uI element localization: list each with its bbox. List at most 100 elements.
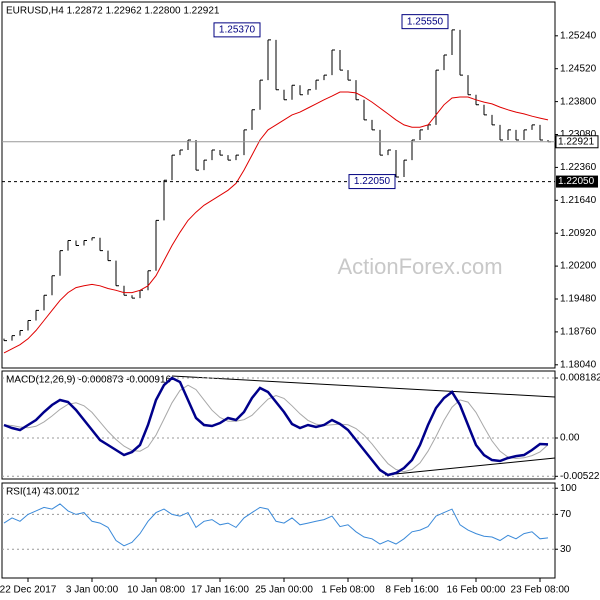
price-bar (83, 240, 87, 246)
price-bar (371, 119, 375, 131)
price-bar (491, 114, 495, 126)
price-panel (1, 1, 556, 369)
x-tick-label: 25 Jan 00:00 (255, 585, 313, 596)
price-bar (403, 159, 407, 177)
y-tick-label: 1.23800 (560, 96, 597, 107)
price-bar (363, 99, 367, 121)
price-bar (195, 140, 199, 171)
rsi-line (3, 503, 549, 547)
price-bar (139, 289, 143, 299)
price-bar (387, 149, 391, 156)
price-bar (539, 124, 543, 141)
price-bar (315, 79, 319, 90)
panel-title: MACD(12,26,9) -0.000873 -0.000916 (6, 375, 172, 386)
y-tick-label: 30 (560, 544, 572, 555)
price-bar (395, 150, 399, 178)
y-tick-label: 1.24520 (560, 63, 597, 74)
price-bar (123, 285, 127, 296)
annotation-box (213, 22, 261, 38)
price-bar (179, 149, 183, 156)
last-price-label: 1.22921 (558, 136, 595, 147)
y-tick-label: 1.19480 (560, 294, 597, 305)
price-bar (75, 240, 79, 246)
panel-title: RSI(14) 43.0012 (6, 487, 80, 498)
trend-line (384, 457, 556, 476)
x-tick-label: 22 Dec 2017 (0, 585, 57, 596)
price-bar (67, 240, 71, 251)
support-box (556, 175, 598, 188)
price-bar (331, 49, 335, 76)
y-tick-label: 0.00 (560, 433, 580, 444)
price-bar (451, 29, 455, 55)
price-bar (131, 295, 135, 299)
annotation-label: 1.25550 (407, 16, 444, 27)
x-tick-label: 23 Feb 08:00 (511, 585, 570, 596)
support-label: 1.22050 (558, 176, 595, 187)
trend-line (171, 375, 556, 398)
macd-line (3, 376, 549, 477)
price-bar (443, 54, 447, 71)
price-bar (411, 139, 415, 161)
x-tick-label: 1 Feb 08:00 (321, 585, 375, 596)
price-bar (515, 129, 519, 141)
price-bar (459, 29, 463, 76)
price-bar (427, 124, 431, 130)
x-tick-label: 16 Feb 00:00 (447, 585, 506, 596)
annotation-box (401, 14, 449, 30)
price-bar (339, 50, 343, 71)
price-bar (291, 84, 295, 100)
price-bar (43, 294, 47, 311)
price-bar (323, 74, 327, 81)
price-bar (19, 330, 23, 336)
annotation-label: 1.25370 (219, 25, 256, 36)
panel-title: EURUSD,H4 1.22872 1.22962 1.22800 1.2292… (6, 6, 220, 17)
y-tick-label: 1.22360 (560, 162, 597, 173)
price-bar (107, 250, 111, 262)
annotation-box (348, 174, 396, 190)
price-bar (355, 80, 359, 101)
watermark: ActionForex.com (337, 254, 502, 279)
y-tick-label: 100 (560, 483, 577, 494)
price-bar (419, 129, 423, 140)
y-tick-label: 1.21640 (560, 195, 597, 206)
price-bar (243, 129, 247, 156)
price-bar (251, 109, 255, 130)
x-tick-label: 3 Jan 00:00 (66, 585, 119, 596)
price-bar (91, 237, 95, 241)
price-bar (267, 39, 271, 81)
price-bar (283, 89, 287, 101)
y-tick-label: 1.25240 (560, 30, 597, 41)
x-tick-label: 8 Feb 16:00 (385, 585, 439, 596)
price-bar (467, 75, 471, 96)
price-bar (483, 104, 487, 116)
price-bar (307, 89, 311, 95)
price-bar (211, 149, 215, 161)
annotation-label: 1.22050 (354, 176, 391, 187)
price-bar (27, 320, 31, 331)
y-tick-label: 1.23080 (560, 129, 597, 140)
price-bar (115, 260, 119, 287)
price-bar (227, 155, 231, 161)
price-bar (435, 69, 439, 125)
price-bar (171, 154, 175, 181)
price-bar (499, 124, 503, 141)
price-bar (299, 85, 303, 96)
moving-average (3, 91, 549, 354)
y-tick-label: 1.18760 (560, 327, 597, 338)
signal-line (3, 384, 549, 473)
price-bar (507, 129, 511, 140)
x-tick-label: 10 Jan 08:00 (127, 585, 185, 596)
price-bar (379, 129, 383, 156)
price-bar (99, 237, 103, 252)
price-bar (11, 335, 15, 341)
price-bar (275, 39, 279, 91)
price-bar (203, 159, 207, 171)
price-bar (219, 150, 223, 156)
price-bar (259, 79, 263, 110)
price-bar (3, 338, 7, 342)
price-bar (347, 70, 351, 81)
y-tick-label: 70 (560, 509, 572, 520)
y-tick-label: 0.008182 (560, 373, 600, 384)
price-bar (51, 275, 55, 296)
price-bar (35, 309, 39, 321)
